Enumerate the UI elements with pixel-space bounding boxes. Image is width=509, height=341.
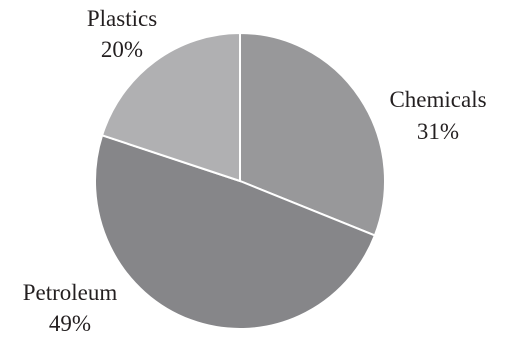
slice-percent-petroleum: 49% [49,311,91,336]
slice-label-chemicals: Chemicals [389,87,486,112]
pie-labels: Chemicals 31% Petroleum 49% Plastics 20% [23,6,487,336]
pie-slices [94,31,386,330]
slice-percent-chemicals: 31% [417,119,459,144]
slice-label-plastics: Plastics [87,6,157,31]
pie-slice-petroleum [94,133,377,330]
pie-slice-chemicals [239,31,386,237]
slice-percent-plastics: 20% [101,37,143,62]
slice-label-petroleum: Petroleum [23,280,118,305]
pie-slice-plastics [100,31,241,183]
